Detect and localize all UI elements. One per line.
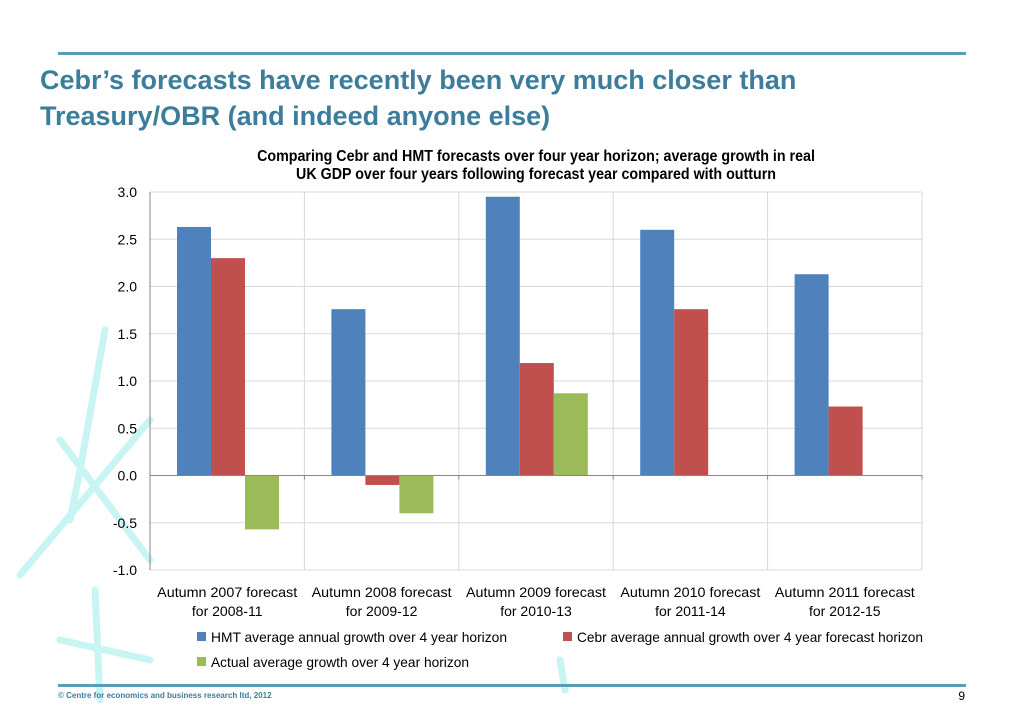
footer-rule	[58, 684, 966, 687]
bar-series-3-cat-3	[553, 393, 588, 476]
legend-swatch-2	[563, 632, 572, 641]
x-category-label: for 2011-14	[655, 603, 726, 619]
x-category-label: Autumn 2010 forecast	[620, 584, 760, 600]
bar-series-2-cat-1	[211, 258, 245, 476]
y-tick-label: -0.5	[113, 515, 137, 531]
y-tick-label: 2.5	[118, 231, 138, 247]
x-category-label: for 2012-15	[809, 603, 881, 619]
legend-label-3: Actual average growth over 4 year horizo…	[211, 654, 469, 670]
bar-series-3-cat-2	[399, 475, 434, 514]
x-category-label: Autumn 2007 forecast	[157, 584, 297, 600]
y-tick-label: 0.5	[118, 420, 138, 436]
x-category-label: for 2009-12	[346, 603, 418, 619]
bar-series-1-cat-3	[485, 196, 520, 476]
bar-series-2-cat-3	[519, 363, 554, 476]
legend: HMT average annual growth over 4 year ho…	[197, 629, 923, 670]
x-category-label: Autumn 2009 forecast	[466, 584, 606, 600]
bar-series-3-cat-1	[245, 475, 279, 530]
bar-series-1-cat-4	[640, 229, 675, 476]
decor-stroke	[56, 636, 154, 664]
legend-swatch-3	[197, 657, 206, 666]
decor-stroke	[56, 436, 154, 564]
bar-series-2-cat-2	[365, 475, 400, 485]
slide-title: Cebr’s forecasts have recently been very…	[40, 62, 980, 134]
y-tick-label: 2.0	[118, 279, 138, 295]
slide-title-line-1: Cebr’s forecasts have recently been very…	[40, 65, 797, 95]
x-category-label: for 2008-11	[192, 603, 263, 619]
bar-layer	[177, 196, 863, 530]
y-tick-label: 1.0	[118, 373, 138, 389]
y-tick-label: 3.0	[118, 184, 138, 200]
y-tick-label: -1.0	[113, 562, 137, 578]
chart-title-line-1: Comparing Cebr and HMT forecasts over fo…	[257, 148, 815, 165]
title-rule	[58, 52, 966, 55]
page-number: 9	[958, 689, 965, 703]
y-tick-label: 1.5	[118, 326, 138, 342]
x-category-label: Autumn 2011 forecast	[775, 584, 915, 600]
bar-series-1-cat-1	[177, 226, 211, 476]
bar-series-2-cat-4	[674, 309, 709, 476]
legend-label-2: Cebr average annual growth over 4 year f…	[577, 629, 923, 645]
x-category-label: Autumn 2008 forecast	[312, 584, 452, 600]
x-category-label: for 2010-13	[500, 603, 572, 619]
slide-title-line-2: Treasury/OBR (and indeed anyone else)	[40, 101, 551, 131]
chart-title-line-2: UK GDP over four years following forecas…	[296, 166, 776, 183]
legend-label-1: HMT average annual growth over 4 year ho…	[211, 629, 507, 645]
bar-series-2-cat-5	[828, 406, 863, 476]
copyright-footer: © Centre for economics and business rese…	[58, 691, 272, 700]
y-tick-label: 0.0	[118, 468, 138, 484]
decor-stroke	[16, 416, 154, 579]
bar-series-1-cat-2	[331, 309, 366, 476]
bar-series-1-cat-5	[794, 274, 829, 476]
chart-title: Comparing Cebr and HMT forecasts over fo…	[181, 148, 891, 184]
axis-layer: 3.0 2.5 2.0 1.5 1.0 0.5 0.0 -0.5 -1.0 Autumn 2007…	[113, 184, 923, 619]
legend-swatch-1	[197, 632, 206, 641]
